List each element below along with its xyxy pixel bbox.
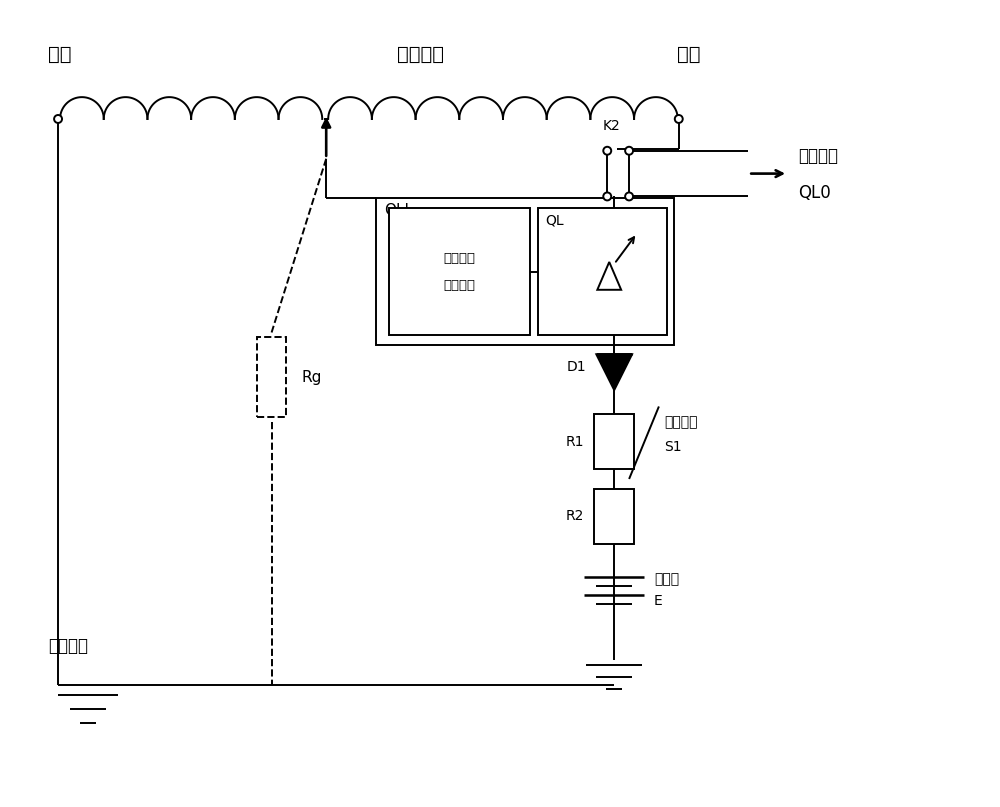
Bar (389, 208, 530, 336)
Bar (376, 199, 674, 345)
Text: K2: K2 (602, 119, 620, 133)
Text: R2: R2 (566, 509, 584, 523)
Circle shape (603, 192, 611, 200)
Text: 注入源: 注入源 (654, 572, 679, 586)
Bar (594, 415, 634, 469)
Circle shape (625, 192, 633, 200)
Text: 正极: 正极 (48, 45, 72, 65)
Bar (257, 337, 286, 417)
Bar (594, 489, 634, 544)
Text: 判断回路: 判断回路 (443, 279, 475, 292)
Text: 转子大轴: 转子大轴 (48, 638, 88, 655)
Circle shape (675, 115, 683, 123)
Text: 转子绕组: 转子绕组 (397, 45, 444, 65)
Polygon shape (596, 354, 632, 390)
Circle shape (603, 147, 611, 155)
Text: 转子电压: 转子电压 (443, 252, 475, 265)
Text: 电子开关: 电子开关 (664, 415, 697, 429)
Text: 强励状态: 强励状态 (798, 147, 838, 165)
Text: R1: R1 (566, 435, 584, 449)
Circle shape (625, 147, 633, 155)
Text: D1: D1 (567, 360, 586, 374)
Bar (538, 208, 667, 336)
Text: E: E (654, 594, 663, 608)
Text: QL: QL (546, 213, 564, 228)
Text: Rg: Rg (301, 370, 322, 385)
Text: S1: S1 (664, 440, 681, 454)
Polygon shape (597, 262, 621, 290)
Text: 负极: 负极 (677, 45, 700, 65)
Circle shape (54, 115, 62, 123)
Text: QL0: QL0 (798, 185, 831, 203)
Text: QLJ: QLJ (384, 203, 409, 219)
